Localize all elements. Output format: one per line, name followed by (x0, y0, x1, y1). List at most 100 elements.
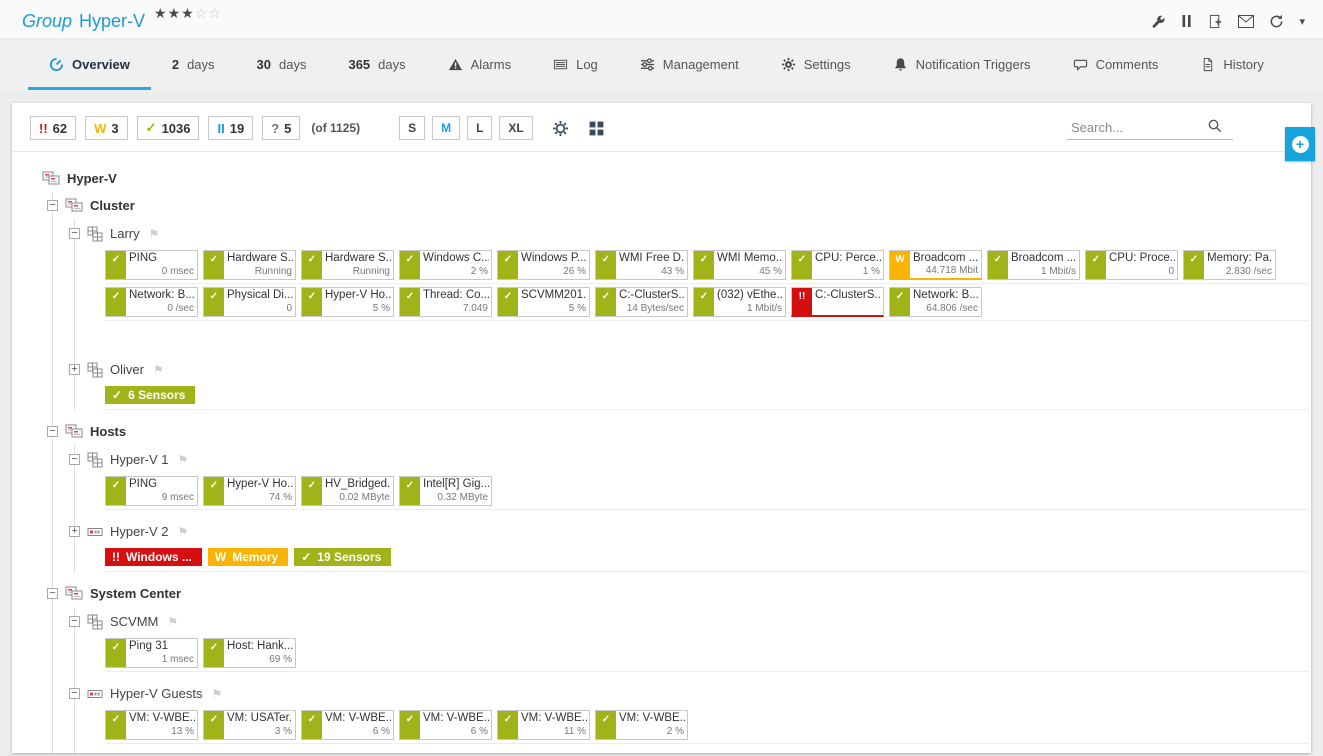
sensor-tile[interactable]: ✓ Hyper-V Ho... 74 % (203, 476, 296, 506)
tab-management[interactable]: Management (619, 41, 760, 90)
sensor-tile[interactable]: ✓ VM: V-WBE... 6 % (399, 710, 492, 740)
device-name[interactable]: Hyper-V 1 (110, 452, 169, 467)
sensor-tile[interactable]: ✓ CPU: Proce... 0 (1085, 250, 1178, 280)
sensor-tile[interactable]: ✓ VM: V-WBE... 6 % (301, 710, 394, 740)
device-row[interactable]: − Larry ⚑ (69, 220, 1311, 247)
star-filled-icon[interactable]: ★ (167, 5, 182, 21)
sensor-tile[interactable]: ✓ VM: V-WBE... 13 % (105, 710, 198, 740)
refresh-icon[interactable] (1269, 14, 1284, 29)
sensor-tile[interactable]: ✓ VM: V-WBE... 2 % (595, 710, 688, 740)
device-row[interactable]: − Hyper-V Host 1 ⚑ (75, 752, 1311, 753)
grid-view-icon[interactable] (588, 120, 605, 137)
root-group-name[interactable]: Hyper-V (67, 171, 117, 186)
sensor-tile[interactable]: ✓ HV_Bridged.. 0.02 MByte (301, 476, 394, 506)
sensor-tile[interactable]: ✓ Host: Hank... 69 % (203, 638, 296, 668)
sensor-tile[interactable]: ✓ Memory: Pa.. 2.830 /sec (1183, 250, 1276, 280)
device-name[interactable]: Hyper-V Guests (110, 686, 203, 701)
size-l-button[interactable]: L (467, 116, 493, 140)
expander-toggle[interactable]: − (69, 454, 80, 465)
sensor-summary-chip-warning[interactable]: W Memory (207, 548, 289, 566)
tree-root-row[interactable]: Hyper-V (42, 165, 1311, 192)
sensor-tile[interactable]: ✓ SCVMM201.. 5 % (497, 287, 590, 317)
sensor-tile[interactable]: ✓ VM: USATer.. 3 % (203, 710, 296, 740)
sensor-tile[interactable]: ✓ C:-ClusterS... 14 Bytes/sec (595, 287, 688, 317)
expander-toggle[interactable]: − (47, 200, 58, 211)
tab-alarms[interactable]: Alarms (427, 41, 532, 90)
filter-unknown-count[interactable]: ? 5 (262, 116, 301, 140)
sensor-tile[interactable]: ✓ Hyper-V Ho... 5 % (301, 287, 394, 317)
search-input[interactable] (1069, 119, 1207, 136)
expander-toggle[interactable]: + (69, 364, 80, 375)
star-filled-icon[interactable]: ★ (181, 5, 195, 21)
star-empty-icon[interactable]: ☆ (208, 5, 222, 21)
group-row[interactable]: − Cluster (47, 192, 1311, 219)
filter-error-count[interactable]: !! 62 (30, 116, 77, 140)
sensor-tile[interactable]: ✓ WMI Memo... 45 % (693, 250, 786, 280)
search-icon[interactable] (1207, 118, 1222, 138)
device-name[interactable]: Oliver (110, 362, 144, 377)
sensor-tile[interactable]: ✓ CPU: Perce... 1 % (791, 250, 884, 280)
device-name[interactable]: Hyper-V 2 (110, 524, 169, 539)
expander-toggle[interactable]: − (47, 588, 58, 599)
sensor-tile[interactable]: ✓ Broadcom ... 1 Mbit/s (987, 250, 1080, 280)
group-name[interactable]: System Center (90, 586, 182, 601)
sensor-tile-warning[interactable]: W Broadcom ... 44.718 Mbit (889, 250, 982, 280)
sensor-tile[interactable]: ✓ Ping 31 1 msec (105, 638, 198, 668)
filter-paused-count[interactable]: II 19 (208, 116, 254, 140)
tab-notification-triggers[interactable]: Notification Triggers (872, 41, 1052, 90)
tools-wrench-icon[interactable] (1151, 14, 1166, 29)
sensor-tile[interactable]: ✓ Hardware S... Running (203, 250, 296, 280)
sensor-tile[interactable]: ✓ VM: V-WBE... 11 % (497, 710, 590, 740)
device-row[interactable]: + Hyper-V 2 ⚑ (69, 518, 1311, 545)
device-name[interactable]: Larry (110, 226, 140, 241)
tab-30-days[interactable]: 30 days (236, 41, 328, 90)
group-row[interactable]: − System Center (47, 580, 1311, 607)
pause-icon[interactable] (1181, 14, 1193, 28)
tab-settings[interactable]: Settings (760, 41, 872, 90)
sensor-tile[interactable]: ✓ Windows C... 2 % (399, 250, 492, 280)
expander-toggle[interactable]: − (69, 616, 80, 627)
sensor-summary-chip-error[interactable]: !! Windows ... (105, 548, 202, 566)
sensor-tile-error[interactable]: !! C:-ClusterS... (791, 287, 884, 317)
size-s-button[interactable]: S (399, 116, 426, 140)
sensor-tile[interactable]: ✓ PING 0 msec (105, 250, 198, 280)
sensor-tile[interactable]: ✓ Network: B... 0 /sec (105, 287, 198, 317)
star-empty-icon[interactable]: ☆ (194, 5, 209, 21)
tab-history[interactable]: History (1179, 41, 1284, 90)
device-row[interactable]: − Hyper-V 1 ⚑ (69, 446, 1311, 473)
sensor-summary-chip[interactable]: ✓ 19 Sensors (294, 548, 392, 566)
expander-toggle[interactable]: − (69, 688, 80, 699)
filter-warning-count[interactable]: W 3 (85, 116, 128, 140)
device-name[interactable]: SCVMM (110, 614, 159, 629)
sensor-tile[interactable]: ✓ Hardware S... Running (301, 250, 394, 280)
view-settings-gear-icon[interactable] (552, 120, 569, 137)
sensor-tile[interactable]: ✓ PING 9 msec (105, 476, 198, 506)
size-m-button[interactable]: M (432, 116, 461, 140)
more-menu-caret-icon[interactable]: ▾ (1299, 15, 1305, 28)
mail-icon[interactable] (1238, 14, 1255, 28)
expander-toggle[interactable]: − (47, 426, 58, 437)
sensor-tile[interactable]: ✓ (032) vEthe... 1 Mbit/s (693, 287, 786, 317)
tab-2-days[interactable]: 2 days (151, 41, 236, 90)
group-name[interactable]: Cluster (90, 198, 135, 213)
sensor-tile[interactable]: ✓ WMI Free D... 43 % (595, 250, 688, 280)
sensor-tile[interactable]: ✓ Thread: Co... 7.049 (399, 287, 492, 317)
star-filled-icon[interactable]: ★ (154, 5, 168, 21)
expander-toggle[interactable]: + (69, 526, 80, 537)
sensor-summary-chip[interactable]: ✓ 6 Sensors (105, 386, 196, 404)
sensor-tile[interactable]: ✓ Intel[R] Gig... 0.32 MByte (399, 476, 492, 506)
tab-365-days[interactable]: 365 days (327, 41, 426, 90)
group-row[interactable]: − Hosts (47, 418, 1311, 445)
add-menu-button[interactable]: + (1285, 127, 1315, 161)
device-row[interactable]: + Oliver ⚑ (69, 356, 1311, 383)
tab-log[interactable]: Log (532, 41, 619, 90)
sensor-tile[interactable]: ✓ Windows P... 26 % (497, 250, 590, 280)
sensor-tile[interactable]: ✓ Network: B... 64.806 /sec (889, 287, 982, 317)
device-row[interactable]: − Hyper-V Guests ⚑ (69, 680, 1311, 707)
sensor-tile[interactable]: ✓ Physical Di... 0 (203, 287, 296, 317)
group-name[interactable]: Hosts (90, 424, 127, 439)
device-row[interactable]: − SCVMM ⚑ (69, 608, 1311, 635)
tab-comments[interactable]: Comments (1052, 41, 1180, 90)
filter-up-count[interactable]: ✓ 1036 (136, 116, 200, 140)
size-xl-button[interactable]: XL (499, 116, 533, 140)
